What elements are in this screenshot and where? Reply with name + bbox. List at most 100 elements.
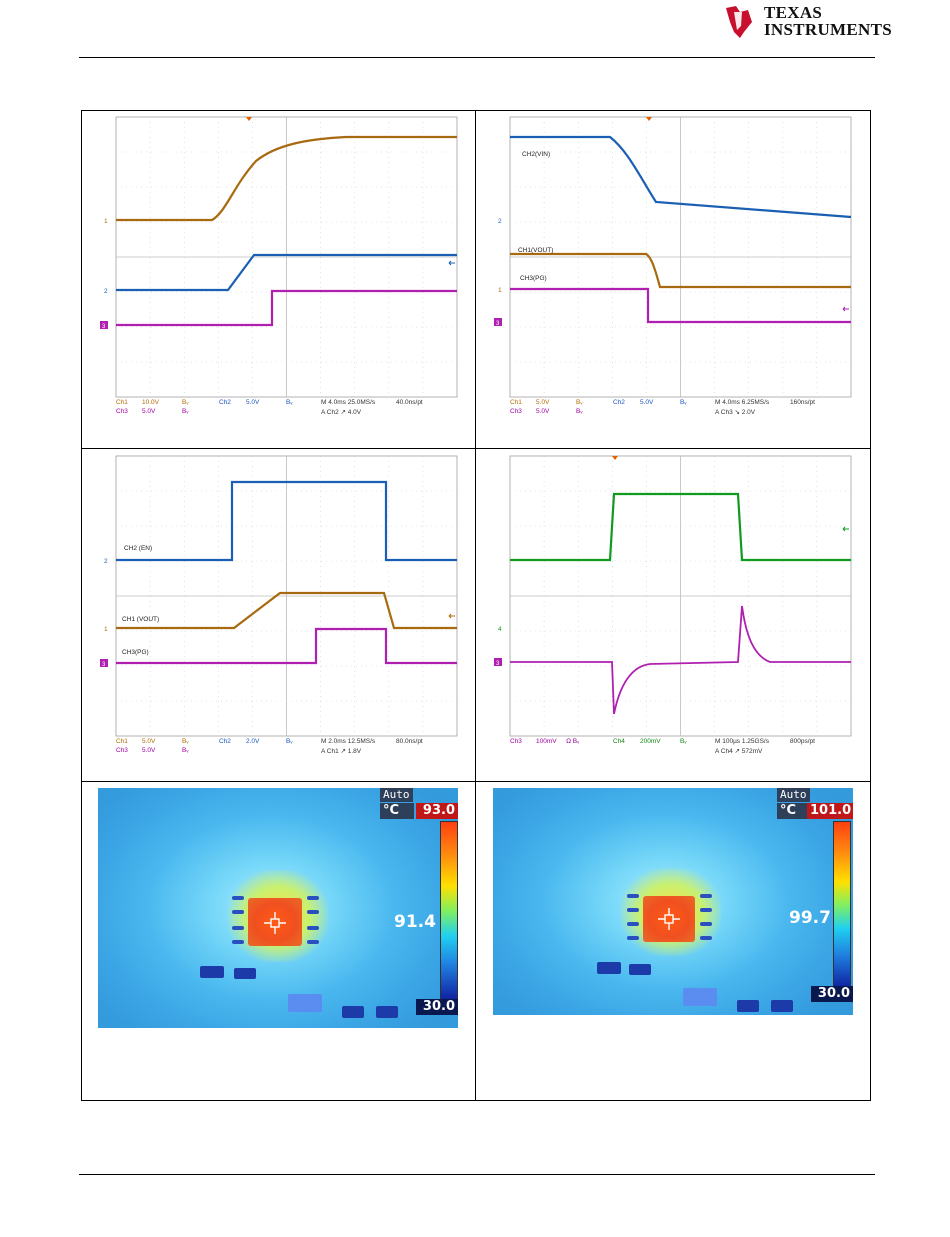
legend-item: 200mV [640,738,661,745]
spot-temperature: 99.7 [789,908,831,928]
scope-plot-4: 4 3 Ch3 100mV Ω Bᵥ Ch4 200mV Bᵥ M 100µs … [494,455,854,772]
ch3-trace [116,627,457,665]
legend-item: 160ns/pt [790,399,815,406]
legend-item: Ω Bᵥ [566,738,580,745]
legend-item: Ch3 [116,408,128,415]
scope-plot-1: 1 2 3 Ch1 10.0V Bᵥ Ch2 5.0V Bᵥ M 4.0ms 2… [100,116,460,433]
ref-marker-3-box [100,321,108,329]
graticule [509,455,852,737]
legend-item: 5.0V [536,399,550,406]
legend-item: 40.0ns/pt [396,399,423,406]
mode-label: Auto [380,788,413,802]
legend-item: Ch3 [510,408,522,415]
ref-marker-3: 3 [496,661,500,667]
legend-item: 10.0V [142,399,159,406]
legend-item: Bᵥ [576,408,583,415]
trigger-marker-icon [646,117,652,121]
ch3-trace [510,287,851,324]
ch1-trace [510,252,851,289]
legend-item: Ch2 [613,399,625,406]
legend-item: 5.0V [142,408,156,415]
ch3-trace [510,605,851,715]
legend-item: Ch1 [510,399,522,406]
footer-rule [79,1174,875,1175]
ch2-trace [116,253,457,292]
trace-label-en: CH2 (EN) [124,545,153,552]
scope-plot-3: 2 1 3 CH2 (EN) CH1 (VOUT) CH3(PG) Ch1 5.… [100,455,460,772]
ch2-trace [116,480,457,562]
legend-item: A Ch2 ↗ 4.0V [321,409,362,416]
legend-item: 5.0V [640,399,654,406]
legend-item: Bᵥ [182,738,189,745]
thermal-image-2: Auto °C 101.0 30.0 99.7 [493,788,853,1015]
header-rule [79,57,875,58]
ref-marker-1: 1 [498,287,502,294]
ref-marker-2: 2 [104,288,108,295]
legend-item: Bᵥ [182,408,189,415]
trigger-marker-icon [612,456,618,460]
legend-item: 5.0V [142,738,156,745]
legend-item: M 4.0ms 25.0MS/s [321,399,376,406]
legend-item: Bᵥ [576,399,583,406]
trace-label-pg: CH3(PG) [520,275,547,282]
legend-item: A Ch1 ↗ 1.8V [321,748,362,755]
figure-grid: 1 2 3 Ch1 10.0V Bᵥ Ch2 5.0V Bᵥ M 4.0ms 2… [81,110,871,1101]
scale-min: 30.0 [811,986,853,1002]
ch4-trace [510,492,851,562]
grid-divider-vertical [475,111,476,1100]
unit-label: °C [380,803,414,819]
legend-item: Bᵥ [680,738,687,745]
legend-item: Ch1 [116,399,128,406]
graticule [115,116,458,398]
ch1-trace [116,135,457,222]
scope-plot-4-svg: 4 3 [494,455,852,737]
ref-marker-3: 3 [102,662,106,668]
company-name-line1: Texas [764,3,823,22]
legend-item: Bᵥ [286,738,293,745]
ti-logo-icon [726,6,752,38]
thermal-image-1: Auto °C 93.0 30.0 91.4 [98,788,458,1028]
scale-max: 101.0 [807,803,853,819]
color-scale-bar [833,821,851,989]
legend-item: 800ps/pt [790,738,815,745]
scope-plot-2: 2 1 3 CH2(VIN) CH1(VOUT) CH3(PG) Ch1 5.0… [494,116,854,433]
ref-marker-3: 3 [496,321,500,327]
unit-label: °C [777,803,811,819]
trace-label-pg: CH3(PG) [122,649,149,656]
legend-item: M 2.0ms 12.5MS/s [321,738,376,745]
color-scale-bar [440,821,458,1001]
ref-marker-4: 4 [498,626,502,633]
ch1-trace [116,591,457,630]
legend-item: 5.0V [142,747,156,754]
legend-item: Ch4 [613,738,625,745]
legend-item: Bᵥ [182,747,189,754]
trigger-level-icon [842,306,849,312]
ref-marker-3: 3 [102,324,106,330]
legend-item: Ch3 [510,738,522,745]
legend-item: Bᵥ [182,399,189,406]
trace-label-vout: CH1(VOUT) [518,247,554,254]
ch3-trace [116,289,457,327]
legend-item: Ch3 [116,747,128,754]
grid-divider-row1 [82,448,870,449]
legend-item: 2.0V [246,738,260,745]
legend-item: A Ch3 ↘ 2.0V [715,409,756,416]
legend-item: Bᵥ [680,399,687,406]
legend-item: M 100µs 1.25GS/s [715,738,769,745]
trigger-level-icon [448,613,455,619]
legend-item: 100mV [536,738,557,745]
legend-item: 5.0V [536,408,550,415]
trigger-marker-icon [246,117,252,121]
legend-item: 80.0ns/pt [396,738,423,745]
legend-item: A Ch4 ↗ 572mV [715,748,763,755]
legend-item: Ch2 [219,399,231,406]
legend-item: Ch1 [116,738,128,745]
ch2-trace [510,135,852,219]
company-name: Texas Instruments [764,4,892,38]
trace-label-vin: CH2(VIN) [522,151,551,158]
company-name-line2: Instruments [764,20,892,39]
legend-item: Ch2 [219,738,231,745]
ref-marker-1: 1 [104,218,108,225]
scope-plot-2-svg: 2 1 3 [494,116,852,398]
legend-item: 5.0V [246,399,260,406]
